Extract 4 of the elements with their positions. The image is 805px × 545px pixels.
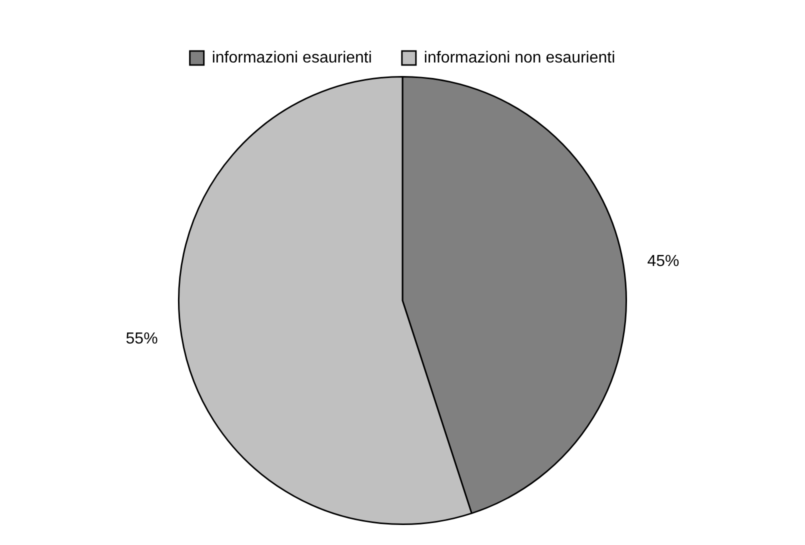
data-label: 55% — [126, 330, 158, 348]
legend-label: informazioni non esaurienti — [424, 49, 616, 66]
legend-label: informazioni esaurienti — [212, 49, 372, 66]
data-label: 45% — [647, 253, 680, 270]
